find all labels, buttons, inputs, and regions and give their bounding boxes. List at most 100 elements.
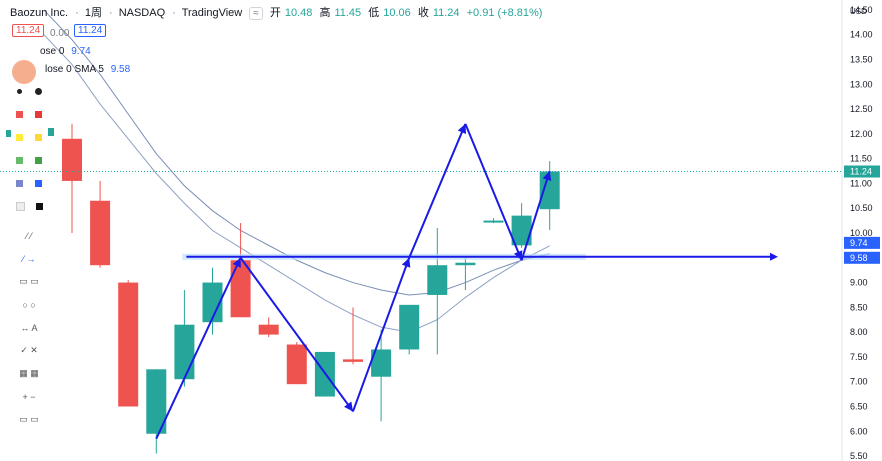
sma-fast-line — [43, 34, 550, 333]
wave-arrow-head — [344, 401, 353, 412]
toolbar-row-2[interactable] — [10, 103, 48, 126]
price-tick-label: 10.50 — [850, 203, 873, 213]
ray-icon[interactable]: ⁄ → — [22, 253, 36, 264]
toolbar-row-3[interactable] — [10, 126, 48, 149]
rectangle-icon[interactable]: ▭ ▭ — [19, 276, 39, 286]
candle-body — [90, 200, 111, 266]
ellipse-icon[interactable]: ○ ○ — [22, 299, 36, 310]
candle-body — [286, 344, 307, 385]
close-value: 11.24 — [432, 7, 460, 19]
indicator-1-value: 9.74 — [71, 46, 91, 57]
candle-body — [399, 304, 420, 350]
wave-arrow-line — [352, 257, 411, 412]
high-label: 高 — [319, 7, 331, 19]
close-label: 收 — [417, 7, 429, 19]
price-tag-label: 11.24 — [850, 167, 872, 177]
left-edge-marker — [6, 130, 11, 137]
candle-body — [258, 324, 279, 335]
price-tag-bg — [844, 251, 880, 264]
spread: 0.00 — [50, 28, 70, 39]
price-tag-bg — [844, 236, 880, 249]
candle-body — [371, 349, 392, 377]
sell-price[interactable]: 11.24 — [12, 24, 45, 37]
wave-arrow-head — [542, 171, 552, 181]
price-tag-label: 9.74 — [850, 238, 868, 248]
price-tick-label: 13.00 — [850, 79, 873, 89]
compare-icon[interactable]: ≈ — [249, 7, 263, 20]
toolbar-row-4[interactable] — [10, 149, 48, 172]
candle-body — [146, 369, 167, 434]
price-tag-label: 9.58 — [850, 253, 868, 263]
price-tick-label: 11.50 — [850, 154, 872, 164]
price-axis — [842, 0, 882, 461]
price-tick-label: 7.50 — [850, 352, 868, 362]
wave-arrow-head — [457, 123, 467, 134]
price-tick-label: 14.00 — [850, 30, 873, 40]
platform: TradingView — [181, 7, 243, 19]
sma-slow-line — [43, 9, 550, 296]
price-tick-label: 6.00 — [850, 426, 868, 436]
support-ray-arrow — [770, 252, 778, 261]
price-tick-label: 13.50 — [850, 54, 873, 64]
price-tick-label: 9.00 — [850, 278, 868, 288]
chart-header: Baozun Inc. · 1周 · NASDAQ · TradingView ≈ 开… — [10, 7, 543, 20]
price-tick-label: 14.50 — [850, 5, 873, 15]
price-tick-label: 8.50 — [850, 302, 868, 312]
candle-body — [230, 260, 251, 318]
indicator-2-label: lose 0 SMA 5 — [45, 64, 104, 75]
wave-arrow-line — [239, 257, 354, 413]
candle-body — [202, 282, 223, 323]
toolbar-row-5[interactable] — [10, 172, 48, 195]
price-tick-label: 12.50 — [850, 104, 873, 114]
candle-body — [539, 171, 560, 210]
plus-minus-icon[interactable]: + − — [22, 391, 36, 402]
toolbar-row-1[interactable] — [10, 80, 48, 103]
symbol-name[interactable]: Baozun Inc. — [10, 7, 69, 19]
cursor-highlight — [12, 60, 36, 84]
indicator-legend-2[interactable]: lose 0 SMA 5 9.58 — [45, 64, 130, 75]
interval[interactable]: 1周 — [84, 7, 102, 19]
currency-label: USD — [850, 7, 867, 16]
wave-arrow-line — [408, 123, 467, 259]
candle-body — [174, 324, 195, 380]
price-tick-label: 8.00 — [850, 327, 868, 337]
open-value: 10.48 — [284, 7, 313, 19]
exchange: NASDAQ — [118, 7, 166, 19]
price-tick-label: 5.50 — [850, 451, 868, 461]
price-tick-label: 7.00 — [850, 377, 868, 387]
toolbar-row-6[interactable] — [10, 195, 48, 218]
wave-arrow-head — [232, 257, 241, 268]
buy-price[interactable]: 11.24 — [74, 24, 107, 37]
wave-arrow-head — [401, 257, 411, 268]
check-icon[interactable]: ✓ ✕ — [20, 345, 38, 355]
indicator-2-value: 9.58 — [110, 64, 131, 75]
candle-body — [427, 265, 448, 295]
candle-body — [118, 282, 139, 407]
open-label: 开 — [269, 7, 281, 19]
grid-icon[interactable]: ▦ ▦ — [19, 368, 39, 378]
candle-body — [483, 220, 504, 223]
measure-icon[interactable]: ↔ A — [20, 322, 38, 333]
candle-body — [511, 215, 532, 246]
trend-line-icon[interactable]: ⁄ ⁄ — [26, 230, 32, 241]
low-value: 10.06 — [383, 7, 411, 19]
price-tick-label: 12.00 — [850, 129, 873, 139]
indicator-1-label: ose 0 — [40, 46, 65, 57]
wave-arrow-line — [464, 123, 523, 261]
low-label: 低 — [368, 7, 380, 19]
wave-arrow-line — [155, 257, 242, 440]
high-value: 11.45 — [334, 7, 362, 19]
change-value: +0.91 (+8.81%) — [466, 7, 543, 19]
candle-body — [343, 359, 363, 362]
more-icon[interactable]: ▭ ▭ — [19, 414, 39, 424]
price-tick-label: 10.00 — [850, 228, 873, 238]
indicator-legend-1[interactable]: ose 0 9.74 — [40, 46, 91, 57]
wave-arrow-line — [520, 170, 551, 261]
price-tick-label: 6.50 — [850, 401, 868, 411]
price-tag-bg — [844, 165, 880, 178]
drawing-toolbar: ⁄ ⁄ ⁄ → ▭ ▭ ○ ○ ↔ A ✓ ✕ ▦ ▦ + − ▭ ▭ — [10, 52, 48, 461]
price-tick-label: 11.00 — [850, 178, 872, 188]
wave-arrow-head — [514, 250, 523, 261]
candle-body — [62, 138, 82, 181]
